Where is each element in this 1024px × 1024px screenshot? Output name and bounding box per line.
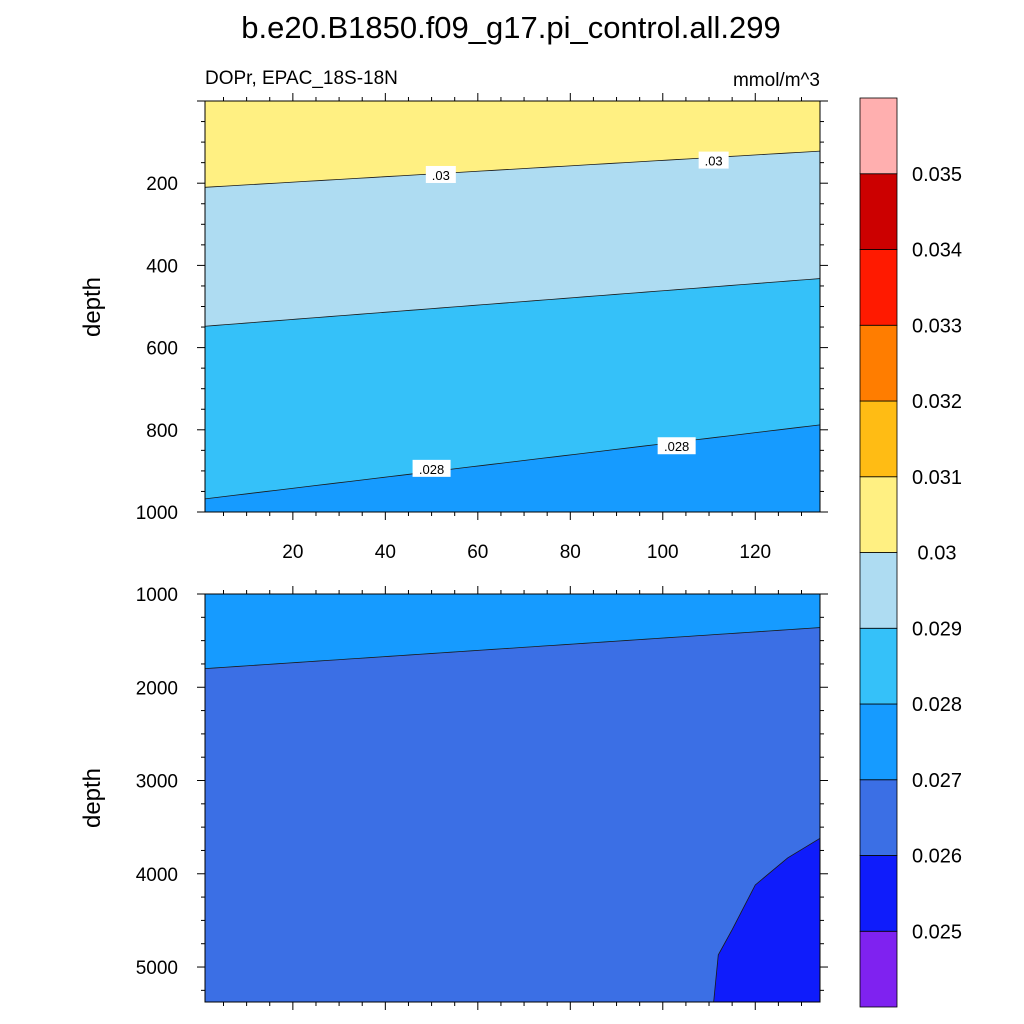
- colorbar-label: 0.034: [912, 240, 962, 262]
- contour-label-box: [412, 459, 451, 477]
- colorbar-swatch-11: [859, 97, 898, 175]
- y-tick-label: 600: [146, 339, 178, 360]
- colorbar-swatch-7: [859, 400, 898, 478]
- contour-label-box: [698, 151, 729, 169]
- contour-label: .028: [664, 439, 689, 454]
- colorbar-swatch-6: [859, 476, 898, 553]
- colorbar-swatch-4: [859, 627, 898, 705]
- colorbar: 0.025 0.026 0.027 0.028 0.029 0.03 0.031 0.032 0…: [859, 97, 962, 1008]
- colorbar-label: 0.03: [918, 543, 957, 565]
- y-tick-label: 2000: [136, 678, 178, 699]
- x-tick-label: 80: [560, 542, 581, 563]
- units-label: mmol/m^3: [733, 70, 820, 91]
- x-tick-label: 120: [739, 542, 771, 563]
- upper-y-axis-label: depth: [79, 277, 106, 337]
- colorbar-swatch-10: [859, 173, 898, 250]
- contour-label: .03: [432, 168, 450, 183]
- colorbar-label: 0.025: [912, 921, 962, 943]
- contour-fill-0.027-0.028: [205, 594, 820, 669]
- colorbar-swatch-9: [859, 249, 898, 326]
- y-tick-label: 200: [146, 174, 178, 195]
- colorbar-label: 0.029: [912, 618, 962, 640]
- x-tick-label: 100: [647, 542, 679, 563]
- contour-line-0.029: [204, 278, 821, 327]
- colorbar-label: 0.035: [912, 164, 962, 186]
- colorbar-label: 0.027: [912, 770, 962, 792]
- contour-line-0.027: [204, 627, 821, 670]
- contour-fill-0.030-0.031: [205, 101, 820, 188]
- x-tick-label: 20: [282, 542, 303, 563]
- x-tick-label: 40: [375, 542, 396, 563]
- contour-label-box: [657, 437, 696, 455]
- y-tick-label: 3000: [136, 772, 178, 793]
- contour-label: .03: [705, 154, 723, 169]
- colorbar-label: 0.032: [912, 391, 962, 413]
- y-tick-label: 800: [146, 421, 178, 442]
- lower-panel: 1000 2000 3000 4000 5000: [136, 585, 828, 1010]
- contour-fill-0.029-0.030: [205, 151, 820, 327]
- y-tick-label: 1000: [136, 503, 178, 524]
- y-tick-label: 1000: [136, 585, 178, 606]
- left-subtitle: DOPr, EPAC_18S-18N: [205, 68, 398, 89]
- colorbar-swatch-5: [859, 552, 898, 629]
- x-tick-label: 60: [467, 542, 488, 563]
- contour-fill-0.028-0.029: [205, 278, 820, 499]
- colorbar-swatch-2: [859, 779, 898, 856]
- colorbar-label: 0.033: [912, 315, 962, 337]
- plot-frame: [204, 593, 821, 1003]
- colorbar-swatch-8: [859, 324, 898, 402]
- y-tick-label: 400: [146, 256, 178, 277]
- y-tick-label: 4000: [136, 865, 178, 886]
- colorbar-swatch-1: [859, 855, 898, 932]
- chart-title: b.e20.B1850.f09_g17.pi_control.all.299: [241, 10, 781, 45]
- lower-y-axis-label: depth: [79, 768, 106, 828]
- contour-label: .028: [419, 462, 444, 477]
- contour-fill-0.026-0.027: [205, 627, 820, 1002]
- contour-line-0.028: [204, 424, 821, 500]
- upper-panel: .03 .03 .028 .028 20 40 60 80 100 120 200 400 600 800…: [136, 93, 828, 563]
- contour-label-box: [425, 165, 456, 183]
- colorbar-label: 0.026: [912, 846, 962, 868]
- colorbar-label: 0.031: [912, 467, 962, 489]
- colorbar-label: 0.028: [912, 694, 962, 716]
- y-tick-label: 5000: [136, 958, 178, 979]
- colorbar-swatch-3: [859, 703, 898, 781]
- colorbar-swatch-0: [859, 930, 898, 1008]
